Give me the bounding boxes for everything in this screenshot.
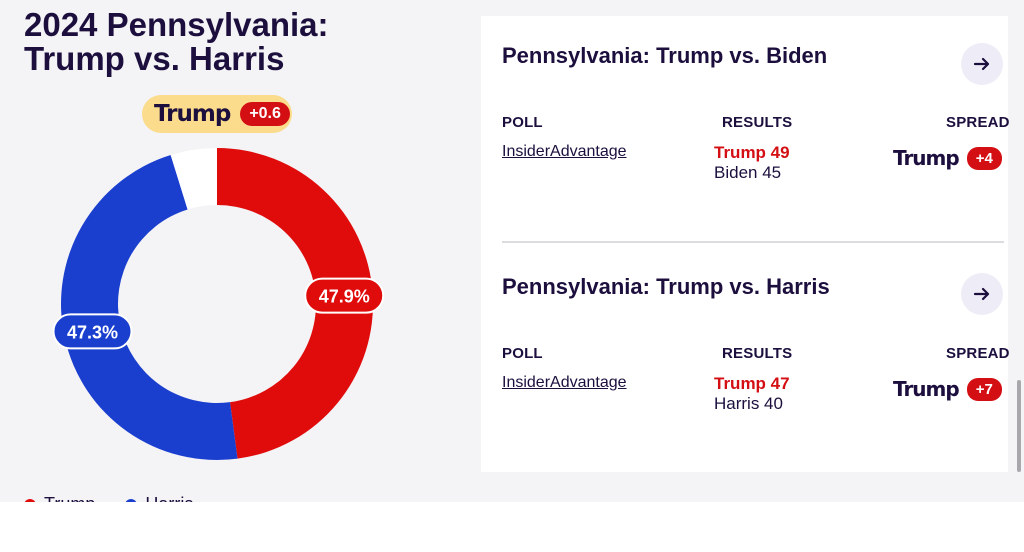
- polls-panel: Pennsylvania: Trump vs. Biden POLL RESUL…: [481, 16, 1010, 472]
- legend-label-trump: Trump: [44, 494, 95, 502]
- legend-item-trump: Trump: [24, 494, 95, 502]
- spread-badge: Trump +7: [893, 377, 1002, 401]
- slice-trump: [217, 148, 373, 459]
- leader-spread: +0.6: [240, 102, 290, 126]
- spread-name: Trump: [893, 146, 960, 170]
- data-label-harris: 47.3%: [52, 313, 133, 350]
- result-loser: Harris 40: [714, 394, 783, 413]
- scrollbar[interactable]: [1017, 380, 1021, 472]
- spread-name: Trump: [893, 377, 960, 401]
- spread-value: +4: [966, 146, 1002, 170]
- col-header-spread: SPREAD: [946, 345, 1010, 362]
- poll-card-trump-biden: Pennsylvania: Trump vs. Biden POLL RESUL…: [481, 16, 1010, 216]
- result-loser: Biden 45: [714, 163, 782, 182]
- poll-title: Pennsylvania: Trump vs. Biden: [502, 43, 828, 68]
- col-header-poll: POLL: [502, 114, 543, 131]
- legend-dot-harris: [125, 498, 138, 502]
- chart-section: 2024 Pennsylvania: Trump vs. Harris 47.9…: [0, 0, 480, 502]
- open-poll-button[interactable]: [961, 43, 1003, 85]
- data-label-trump-text: 47.9%: [319, 287, 370, 307]
- chart-legend: Trump Harris: [24, 494, 193, 502]
- col-header-spread: SPREAD: [946, 114, 1010, 131]
- col-header-results: RESULTS: [722, 345, 793, 362]
- slice-other: [170, 148, 217, 210]
- poll-card-trump-harris: Pennsylvania: Trump vs. Harris POLL RESU…: [481, 247, 1010, 447]
- legend-label-harris: Harris: [145, 494, 193, 502]
- title-line-1: 2024 Pennsylvania:: [24, 6, 329, 43]
- arrow-right-icon: [973, 57, 990, 71]
- leader-name: Trump: [154, 101, 231, 127]
- result-winner: Trump 49: [714, 143, 790, 162]
- title-line-2: Trump vs. Harris: [24, 40, 285, 77]
- arrow-right-icon: [973, 287, 990, 301]
- legend-dot-trump: [24, 498, 36, 502]
- result-winner: Trump 47: [714, 374, 790, 393]
- col-header-results: RESULTS: [722, 114, 793, 131]
- spread-value: +7: [966, 377, 1002, 401]
- slice-harris: [61, 155, 238, 460]
- spread-badge: Trump +4: [893, 146, 1002, 170]
- open-poll-button[interactable]: [961, 273, 1003, 315]
- poll-title: Pennsylvania: Trump vs. Harris: [502, 274, 830, 299]
- legend-item-harris: Harris: [125, 494, 193, 502]
- pollster-link[interactable]: InsiderAdvantage: [502, 374, 627, 391]
- section-divider: [502, 241, 1004, 243]
- leader-badge: Trump +0.6: [142, 95, 292, 133]
- data-label-harris-text: 47.3%: [67, 322, 118, 342]
- col-header-poll: POLL: [502, 345, 543, 362]
- pollster-link[interactable]: InsiderAdvantage: [502, 143, 627, 160]
- data-label-trump: 47.9%: [304, 277, 385, 314]
- donut-chart: 47.9% 47.3%: [52, 148, 385, 460]
- page-frame: 2024 Pennsylvania: Trump vs. Harris 47.9…: [0, 0, 1024, 502]
- page-title: 2024 Pennsylvania: Trump vs. Harris: [24, 8, 464, 76]
